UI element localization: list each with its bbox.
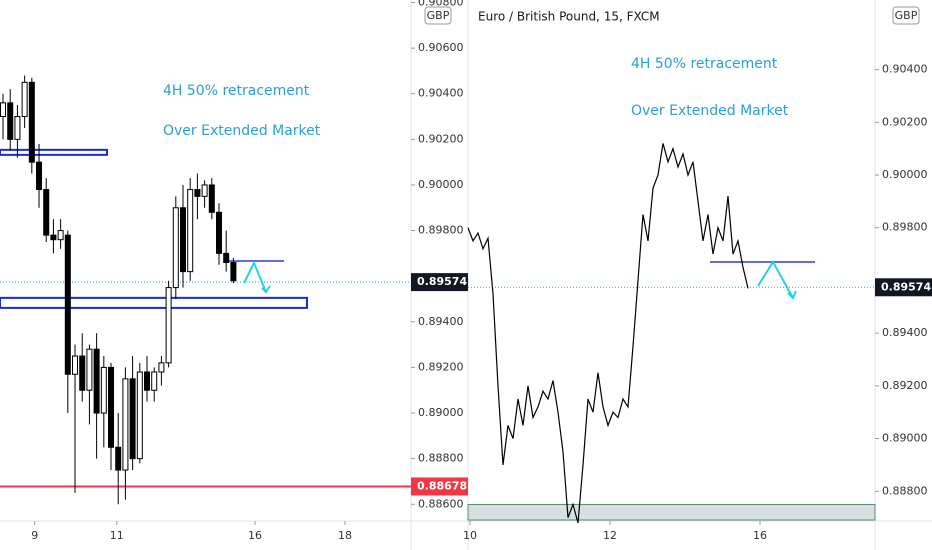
y-tick-label: 0.90800: [418, 0, 464, 9]
price-label-box: [411, 477, 468, 496]
zone: [467, 503, 876, 521]
candle-body: [158, 362, 165, 373]
candle-body: [72, 355, 79, 375]
price-label-box: [875, 278, 932, 297]
price-label: 0.88678: [417, 479, 467, 492]
y-tick-label: 0.89000: [882, 432, 928, 445]
y-tick-label: 0.88800: [418, 452, 464, 465]
candle-body: [180, 207, 187, 273]
candle-body: [86, 348, 93, 391]
annotation: 4H 50% retracement: [163, 83, 310, 99]
zone: [0, 148, 108, 156]
candle-body: [187, 189, 194, 273]
annotation: Over Extended Market: [163, 123, 321, 139]
x-tick-label: 18: [338, 529, 352, 542]
candle-body: [223, 252, 230, 264]
candle-body: [194, 189, 201, 197]
candle-body: [108, 366, 115, 448]
arrow: [261, 285, 271, 294]
y-tick-label: 0.90200: [882, 115, 928, 128]
annotation: 4H 50% retracement: [631, 56, 778, 72]
candle-body: [165, 287, 172, 364]
candle-body: [230, 262, 237, 282]
price-label: 0.89574: [881, 280, 931, 293]
candle-body: [50, 234, 57, 241]
price-label: 0.89574: [417, 275, 467, 288]
x-tick-label: 11: [110, 529, 124, 542]
candle-body: [57, 230, 64, 241]
candle-body: [93, 348, 100, 414]
y-tick-label: 0.90600: [418, 41, 464, 54]
zone: [0, 296, 308, 309]
candle-body: [201, 184, 208, 197]
y-tick-label: 0.90000: [418, 178, 464, 191]
candle-body: [100, 366, 107, 414]
candle-body: [129, 378, 136, 460]
x-tick-label: 10: [463, 529, 477, 542]
candle-body: [208, 184, 215, 213]
candle-body: [151, 371, 158, 391]
y-tick-label: 0.89000: [418, 406, 464, 419]
y-tick-label: 0.88600: [418, 497, 464, 510]
price-line-series: [467, 143, 749, 524]
x-tick-label: 9: [31, 529, 38, 542]
y-tick-label: 0.90000: [882, 168, 928, 181]
currency-box[interactable]: [424, 6, 452, 25]
currency-box[interactable]: [892, 6, 920, 25]
candle-body: [28, 81, 35, 163]
candle-body: [216, 211, 223, 254]
y-tick-label: 0.88800: [882, 484, 928, 497]
y-tick-label: 0.89400: [418, 315, 464, 328]
candle-body: [36, 161, 43, 191]
y-tick-label: 0.89200: [882, 379, 928, 392]
candle-body: [0, 102, 7, 118]
y-tick-label: 0.89800: [882, 221, 928, 234]
y-tick-label: 0.89200: [418, 360, 464, 373]
candle-body: [79, 355, 86, 391]
y-tick-label: 0.89800: [418, 224, 464, 237]
currency: GBP: [427, 9, 450, 22]
candle-body: [115, 446, 122, 471]
y-tick-label: 0.90400: [418, 87, 464, 100]
candle-body: [144, 371, 151, 391]
candle-body: [136, 371, 143, 460]
chart-title: Euro / British Pound, 15, FXCM: [478, 10, 660, 24]
candle-body: [7, 102, 14, 140]
currency: GBP: [895, 9, 918, 22]
y-tick-label: 0.89400: [882, 326, 928, 339]
arrow: [787, 290, 797, 300]
candle-body: [14, 116, 21, 140]
y-tick-label: 0.90200: [418, 132, 464, 145]
arrow: [757, 260, 794, 299]
x-tick-label: 12: [603, 529, 617, 542]
x-tick-label: 16: [753, 529, 767, 542]
price-label-box: [411, 273, 468, 292]
annotation: Over Extended Market: [631, 103, 789, 119]
candle-body: [43, 189, 50, 236]
candle-body: [172, 207, 179, 289]
y-tick-label: 0.90400: [882, 63, 928, 76]
candle-body: [122, 378, 129, 471]
candle-body: [64, 234, 71, 375]
candle-body: [21, 81, 28, 118]
x-tick-label: 16: [248, 529, 262, 542]
